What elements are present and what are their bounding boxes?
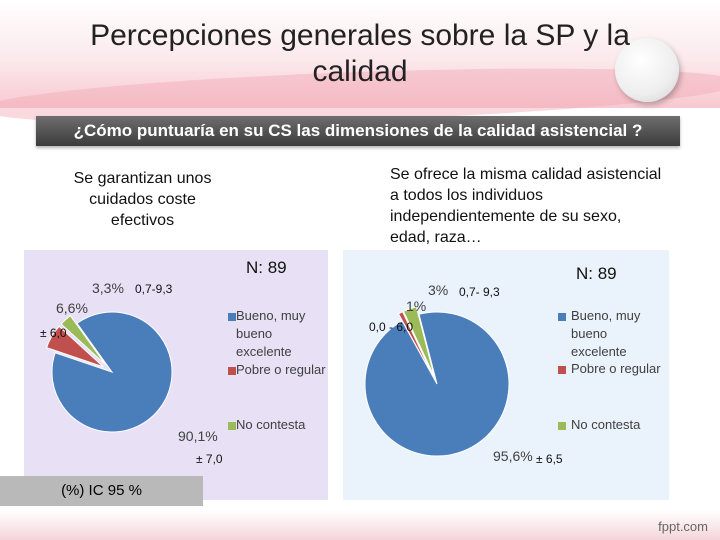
legend-swatch-bueno-right — [558, 313, 566, 321]
right-chart-label: Se ofrece la misma calidad asistencial a… — [390, 164, 720, 248]
legend-item-pobre-right: Pobre o regular — [571, 361, 661, 376]
legend-bueno-line-1: Bueno, muy — [236, 308, 306, 323]
legend-swatch-pobre-right — [558, 366, 566, 374]
header-background — [0, 0, 720, 108]
right-pie-label-3: 3% — [428, 282, 449, 298]
right-pie-slice-2 — [397, 311, 434, 378]
legend-item-no-contesta-right: No contesta — [571, 417, 641, 432]
left-chart-label: Se garantizan unos cuidados coste efecti… — [50, 168, 235, 231]
legend-swatch-pobre — [228, 367, 236, 375]
left-pie-slice-3 — [60, 315, 106, 365]
right-ci-small: 0,7- 9,3 — [459, 285, 500, 299]
left-chart-panel: 3,3% 6,6% 90,1% Bueno, muy bueno excelen… — [24, 250, 328, 500]
right-label-line-4: edad, raza… — [390, 229, 482, 246]
left-n-label: N: 89 — [246, 258, 287, 277]
legend-bueno-right-line-2: bueno — [571, 326, 608, 341]
left-pie-slice-1 — [51, 311, 173, 433]
right-pie-slice-3 — [402, 306, 435, 377]
title-line-1: Percepciones generales sobre la SP y la — [90, 19, 630, 52]
footer-logo: fppt.com — [658, 519, 708, 534]
left-pie-chart — [45, 311, 173, 433]
slide-title: Percepciones generales sobre la SP y la … — [0, 18, 720, 90]
legend-item-pobre: Pobre o regular — [236, 362, 326, 377]
right-n-label: N: 89 — [576, 264, 617, 283]
legend-item-bueno: Bueno, muy bueno excelente — [236, 307, 305, 361]
legend-item-no-contesta: No contesta — [236, 417, 306, 432]
left-pie-label-1: 90,1% — [178, 428, 218, 444]
right-pie-label-2: 1% — [406, 298, 427, 314]
footer-band: fppt.com — [0, 510, 720, 540]
question-banner: ¿Cómo puntuaría en su CS las dimensiones… — [36, 116, 680, 146]
left-ci-mid: ± 6,0 — [40, 326, 67, 340]
right-label-line-1: Se ofrece la misma calidad asistencial — [390, 166, 662, 183]
ic-95-box: (%) IC 95 % — [0, 476, 203, 506]
right-ci-mid: 0,0 - 6,0 — [369, 320, 414, 334]
right-pie-slice-1 — [364, 311, 510, 457]
right-pie-chart — [364, 306, 510, 457]
legend-swatch-bueno — [228, 313, 236, 321]
left-ci-large: ± 7,0 — [196, 452, 223, 466]
right-ci-large: ± 6,5 — [536, 452, 563, 466]
legend-bueno-right-line-1: Bueno, muy — [571, 308, 641, 323]
legend-swatch-no-contesta — [228, 422, 236, 430]
left-ci-small: 0,7-9,3 — [135, 282, 173, 296]
right-chart-panel: 3% 1% 95,6% Bueno, muy bueno excelente P… — [343, 250, 669, 500]
legend-bueno-line-2: bueno — [236, 326, 273, 341]
right-label-line-2: a todos los individuos — [390, 187, 543, 204]
right-label-line-3: independientemente de su sexo, — [390, 208, 622, 225]
right-pie-label-1: 95,6% — [493, 448, 533, 464]
left-pie-slice-2 — [45, 325, 104, 368]
title-line-2: calidad — [312, 55, 408, 88]
legend-swatch-no-contesta-right — [558, 422, 566, 430]
left-pie-label-3: 3,3% — [92, 280, 124, 296]
legend-item-bueno-right: Bueno, muy bueno excelente — [571, 307, 640, 361]
legend-bueno-right-line-3: excelente — [571, 344, 627, 359]
pill-image — [615, 38, 679, 102]
left-label-line-3: efectivos — [110, 212, 175, 229]
left-label-line-1: Se garantizan unos — [73, 170, 212, 187]
left-label-line-2: cuidados coste — [89, 191, 196, 208]
legend-bueno-line-3: excelente — [236, 344, 292, 359]
left-pie-label-2: 6,6% — [56, 300, 88, 316]
